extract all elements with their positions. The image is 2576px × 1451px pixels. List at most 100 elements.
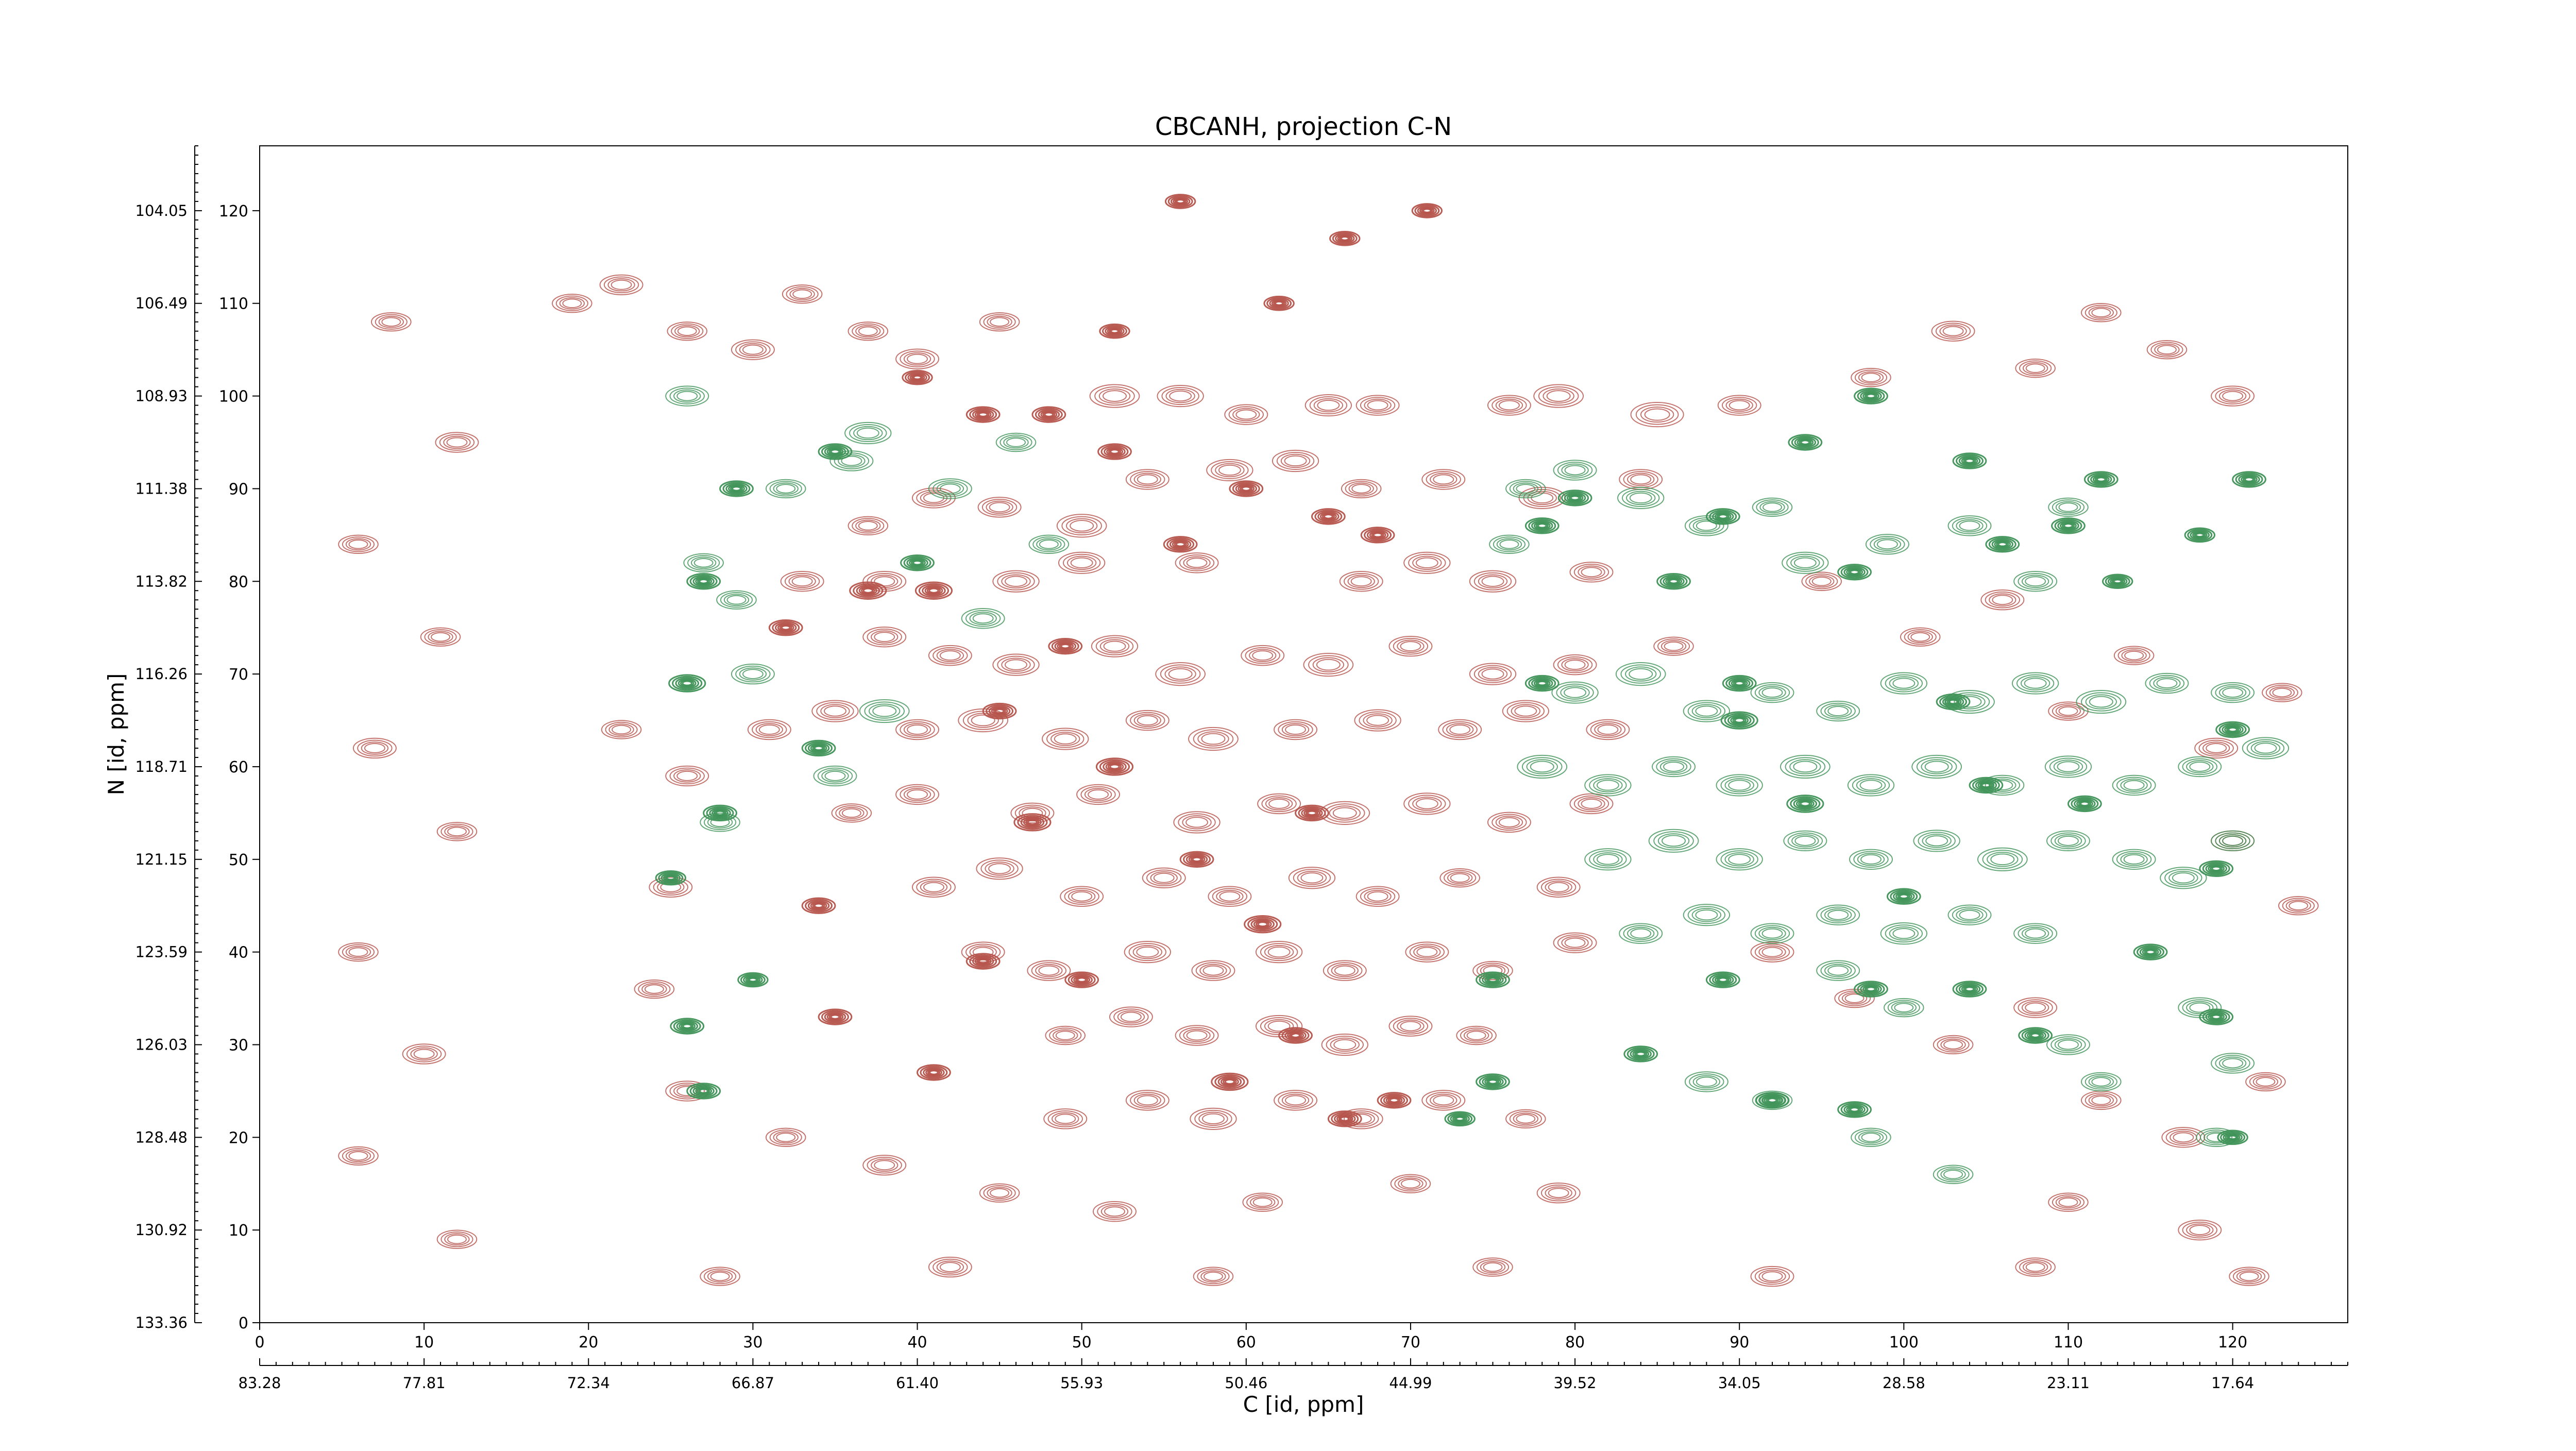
negative-contour-level: [699, 579, 709, 584]
negative-contour-level: [1780, 754, 1831, 779]
positive-contour-level: [435, 432, 479, 453]
negative-contour-level: [1444, 1111, 1476, 1127]
positive-peak: [1060, 886, 1104, 907]
negative-contour-level: [2053, 760, 2083, 774]
negative-contour-level: [2046, 1034, 2090, 1055]
y-ppm-tick-label: 126.03: [135, 1036, 188, 1053]
positive-contour-level: [1505, 1109, 1546, 1129]
positive-contour-level: [444, 825, 470, 838]
positive-contour-level: [552, 294, 592, 313]
positive-contour-level: [1844, 993, 1865, 1003]
positive-contour-level: [378, 315, 404, 328]
positive-contour-level: [1201, 733, 1226, 745]
positive-contour-level: [649, 876, 693, 898]
positive-contour-level: [1288, 867, 1336, 889]
x-ppm-tick-label: 17.64: [2211, 1374, 2254, 1392]
positive-contour-level: [1175, 1025, 1219, 1046]
negative-contour-level: [1916, 757, 1957, 777]
negative-contour-level: [1786, 553, 1824, 572]
positive-contour-level: [1099, 323, 1130, 339]
negative-contour-level: [2186, 760, 2214, 773]
positive-peak: [1045, 1025, 1086, 1045]
positive-contour-level: [917, 1064, 951, 1081]
negative-contour-level: [1767, 1098, 1777, 1103]
positive-peak: [818, 1008, 853, 1025]
positive-contour-level: [902, 369, 933, 385]
positive-contour-level: [1056, 514, 1107, 538]
negative-contour-level: [2030, 1033, 2041, 1038]
negative-contour-level: [1626, 1047, 1655, 1061]
positive-contour-level: [1218, 464, 1241, 476]
positive-contour-level: [1385, 1095, 1403, 1105]
positive-contour-level: [780, 571, 824, 592]
positive-contour-level: [2084, 305, 2117, 320]
negative-contour-level: [1755, 1092, 1790, 1109]
negative-contour-level: [826, 447, 844, 456]
positive-peak: [765, 1127, 806, 1148]
positive-contour-level: [961, 941, 1005, 963]
negative-contour-level: [2110, 577, 2126, 585]
negative-contour-level: [682, 680, 693, 686]
positive-contour-level: [2021, 1001, 2049, 1015]
positive-contour-level: [1064, 971, 1099, 988]
positive-contour-level: [1291, 1033, 1301, 1038]
positive-contour-level: [1548, 882, 1569, 892]
negative-contour-level: [1762, 502, 1783, 512]
positive-contour-level: [1327, 962, 1363, 979]
negative-peak: [2211, 682, 2255, 703]
negative-contour-level: [1028, 534, 1070, 554]
negative-peak: [703, 804, 737, 822]
negative-peak: [928, 478, 972, 499]
negative-contour-level: [2238, 474, 2260, 485]
positive-peak: [895, 719, 940, 740]
negative-peak: [655, 870, 687, 886]
negative-contour-level: [2048, 497, 2089, 517]
positive-contour-level: [1854, 369, 1888, 385]
negative-contour-level: [2218, 834, 2247, 848]
positive-contour-level: [443, 435, 471, 449]
negative-peak: [2046, 1034, 2090, 1055]
positive-contour-level: [1105, 326, 1125, 336]
positive-peak: [599, 274, 643, 295]
negative-contour-level: [1991, 538, 2014, 550]
positive-contour-level: [1910, 632, 1930, 642]
positive-contour-level: [1130, 712, 1165, 729]
positive-contour-level: [1146, 869, 1182, 887]
positive-contour-level: [1182, 815, 1212, 830]
positive-contour-level: [923, 1067, 945, 1078]
positive-contour-level: [1939, 324, 1967, 338]
positive-contour-level: [1364, 528, 1392, 542]
negative-contour-level: [1850, 1107, 1860, 1112]
positive-contour-level: [1136, 946, 1159, 958]
positive-contour-level: [2088, 306, 2114, 319]
negative-contour-level: [1630, 1048, 1652, 1060]
negative-contour-level: [1942, 696, 1964, 707]
negative-peak: [668, 674, 706, 693]
positive-contour-level: [1447, 871, 1473, 884]
negative-contour-level: [1730, 715, 1749, 726]
positive-contour-level: [2052, 1194, 2085, 1210]
positive-peak: [982, 702, 1017, 720]
negative-contour-level: [1795, 799, 1815, 808]
positive-contour-level: [989, 502, 1010, 513]
positive-contour-level: [2252, 1075, 2279, 1088]
positive-contour-level: [860, 587, 875, 595]
positive-contour-level: [1330, 1037, 1360, 1052]
negative-contour-level: [1843, 566, 1866, 578]
positive-peak: [1439, 868, 1480, 888]
positive-contour-level: [1265, 797, 1293, 811]
positive-contour-level: [2239, 1271, 2259, 1281]
positive-contour-level: [1098, 388, 1131, 404]
positive-contour-level: [1249, 649, 1277, 663]
positive-contour-level: [914, 581, 953, 600]
positive-contour-level: [1336, 1114, 1353, 1123]
x-tick-label: 10: [414, 1334, 434, 1352]
negative-peak: [2048, 497, 2089, 517]
negative-contour-level: [673, 389, 701, 403]
positive-contour-level: [1293, 869, 1331, 887]
positive-contour-level: [986, 704, 1014, 718]
positive-contour-level: [1304, 394, 1352, 417]
negative-peak: [829, 450, 874, 471]
negative-contour-level: [1455, 1116, 1465, 1122]
negative-contour-level: [2215, 1055, 2250, 1072]
